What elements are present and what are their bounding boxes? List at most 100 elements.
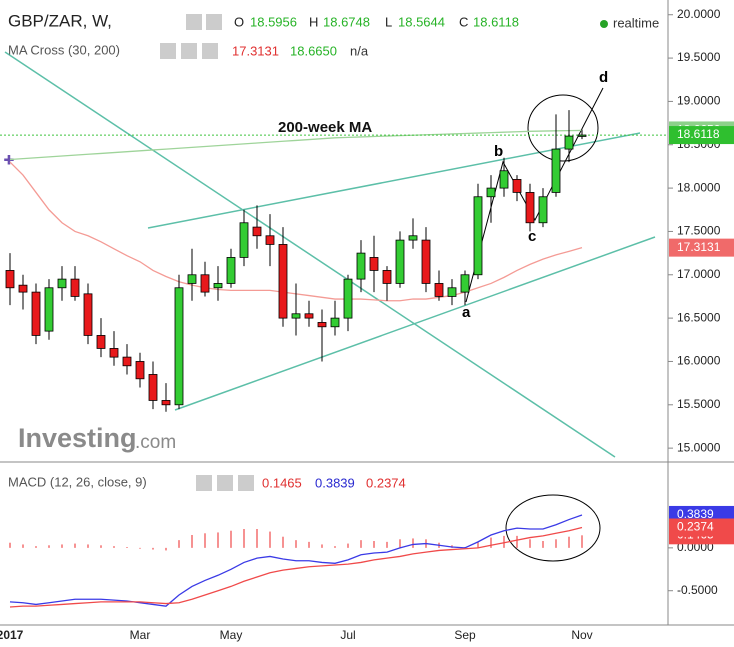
y-tick-label: 17.0000 — [677, 267, 721, 281]
y-tick-label: 18.0000 — [677, 180, 721, 194]
indicator-label[interactable]: MACD (12, 26, close, 9) — [8, 474, 147, 489]
price-badge — [669, 518, 734, 537]
ohlc-label: H — [309, 14, 318, 29]
annotation: b — [494, 143, 503, 160]
indicator-value: 18.6650 — [290, 43, 337, 58]
ohlc-label: C — [459, 14, 468, 29]
trendline — [4, 51, 616, 458]
candle-body — [83, 293, 93, 336]
candle-body — [551, 148, 561, 193]
candle-body — [109, 348, 119, 358]
x-tick-label: Sep — [454, 628, 476, 642]
candle-body — [291, 313, 301, 319]
icon[interactable] — [160, 43, 176, 59]
trendline — [174, 236, 656, 411]
y-tick-label: -0.5000 — [677, 583, 718, 597]
candle-body — [265, 235, 275, 245]
candle-body — [343, 278, 353, 319]
candle-body — [122, 356, 132, 367]
icon[interactable] — [202, 43, 218, 59]
line — [9, 129, 583, 161]
candle-body — [239, 222, 249, 258]
annotation: c — [528, 228, 536, 245]
circle — [527, 94, 599, 162]
price-badge-label: 0.2374 — [677, 520, 714, 534]
candle-body — [135, 361, 145, 380]
symbol[interactable]: GBP/ZAR, W, — [8, 11, 112, 30]
candle-body — [252, 226, 262, 237]
annotation: 200-week MA — [278, 119, 372, 136]
status: realtime — [613, 15, 659, 30]
indicator-value: 0.3839 — [315, 475, 355, 490]
y-tick-label: 17.5000 — [677, 224, 721, 238]
candle-body — [44, 287, 54, 332]
line — [9, 514, 583, 607]
candle-body — [434, 283, 444, 297]
ohlc-value: 18.5644 — [398, 14, 445, 29]
candle-body — [525, 192, 535, 224]
y-tick-label: 19.5000 — [677, 50, 721, 64]
icon[interactable] — [186, 14, 202, 30]
line — [9, 526, 583, 608]
candle-body — [421, 239, 431, 284]
x-tick-label: May — [220, 628, 243, 642]
candle-body — [447, 287, 457, 297]
x-tick-label: Mar — [130, 628, 151, 642]
y-tick-label: 16.0000 — [677, 354, 721, 368]
indicator-value: n/a — [350, 43, 369, 58]
candle-body — [213, 283, 223, 289]
circle — [505, 494, 601, 562]
candle-body — [330, 317, 340, 328]
candle-body — [5, 270, 15, 289]
indicator-value: 0.1465 — [262, 475, 302, 490]
price-badge — [669, 126, 734, 145]
price-badge-label: 17.3131 — [677, 240, 721, 254]
ohlc-label: L — [385, 14, 392, 29]
candle-body — [356, 252, 366, 280]
candle-body — [161, 400, 171, 406]
ohlc-value: 18.6748 — [323, 14, 370, 29]
candle-body — [408, 235, 418, 241]
candle-body — [148, 374, 158, 401]
x-tick-label: 2017 — [0, 628, 24, 642]
candle-body — [304, 313, 314, 319]
price-badge — [669, 238, 734, 257]
y-tick-label: 20.0000 — [677, 7, 721, 21]
candle-body — [473, 196, 483, 276]
candle-body — [499, 170, 509, 189]
y-tick-label: 15.5000 — [677, 397, 721, 411]
icon[interactable] — [181, 43, 197, 59]
logo: .com — [135, 432, 176, 453]
candle-body — [57, 278, 67, 289]
status-dot — [600, 20, 608, 28]
ohlc-value: 18.6118 — [473, 14, 519, 29]
candle-body — [538, 196, 548, 224]
candle-body — [31, 291, 41, 336]
icon[interactable] — [206, 14, 222, 30]
y-tick-label: 16.5000 — [677, 310, 721, 324]
candle-body — [486, 187, 496, 198]
icon[interactable] — [238, 475, 254, 491]
logo: Investing — [18, 423, 137, 453]
candle-body — [369, 257, 379, 271]
indicator-value: 17.3131 — [232, 43, 279, 58]
annotation: a — [462, 304, 471, 321]
candle-body — [395, 239, 405, 284]
indicator-label[interactable]: MA Cross (30, 200) — [8, 42, 120, 57]
y-tick-label: 15.0000 — [677, 440, 721, 454]
ohlc-value: 18.5956 — [250, 14, 297, 29]
icon[interactable] — [196, 475, 212, 491]
candle-body — [96, 335, 106, 349]
candle-body — [70, 278, 80, 297]
candle-body — [577, 134, 587, 137]
price-badge-label: 18.6118 — [677, 127, 720, 141]
candle-body — [512, 179, 522, 193]
candle-body — [460, 274, 470, 293]
candle-body — [174, 287, 184, 406]
candle-body — [278, 244, 288, 319]
candle-body — [564, 135, 574, 150]
x-tick-label: Nov — [571, 628, 592, 642]
icon[interactable] — [217, 475, 233, 491]
